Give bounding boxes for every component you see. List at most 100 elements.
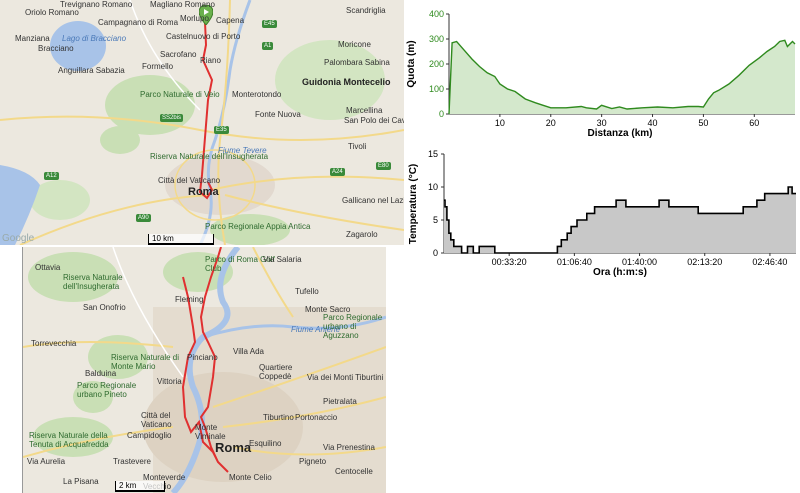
map-scale: 2 km (115, 481, 165, 492)
place-label: Anguillara Sabazia (58, 66, 125, 75)
x-tick-label: 40 (648, 118, 658, 128)
place-label: Torrevecchia (31, 339, 77, 348)
place-label: Gallicano nel Lazio (342, 196, 404, 205)
road-label: Via Aurelia (27, 457, 66, 466)
road-shield: A1 (262, 42, 274, 50)
y-tick-label: 400 (429, 9, 444, 19)
google-logo: Google (2, 233, 35, 244)
temperature-line (444, 186, 796, 254)
place-label: Pigneto (299, 457, 327, 466)
route-overview-map[interactable]: Trevignano Romano Magliano Romano Oriolo… (0, 0, 404, 245)
place-label: Pietralata (323, 397, 357, 406)
map-scale: 10 km (148, 234, 214, 245)
place-label: Oriolo Romano (25, 8, 79, 17)
park-label: Parco Regionale urbano Pineto (77, 381, 137, 399)
y-tick-label: 300 (429, 34, 444, 44)
place-label: Villa Ada (233, 347, 264, 356)
place-label: Trastevere (113, 457, 151, 466)
place-label: Capena (216, 16, 245, 25)
place-label: Fonte Nuova (255, 110, 301, 119)
place-label: Formello (142, 62, 174, 71)
park-label: Riserva Naturale dell'Insugherata (63, 273, 123, 291)
route-detail-map[interactable]: Ottavia Riserva Naturale dell'Insugherat… (22, 247, 386, 493)
x-tick-label: 02:46:40 (752, 257, 787, 267)
place-label: Zagarolo (346, 230, 378, 239)
x-tick-label: 50 (698, 118, 708, 128)
park-label: Parco di Roma Golf Club (205, 255, 275, 273)
place-label: Campidoglio (127, 431, 172, 440)
y-tick-label: 100 (429, 84, 444, 94)
place-label: Portonaccio (295, 413, 338, 422)
road-label: Via dei Monti Tiburtini (307, 373, 384, 382)
road-shield: SS2bis (160, 114, 184, 122)
x-tick-label: 10 (495, 118, 505, 128)
place-label: Esquilino (249, 439, 282, 448)
y-tick-label: 200 (429, 59, 444, 69)
x-tick-label: 01:06:40 (557, 257, 592, 267)
park-label: Riserva Naturale della Tenuta di Acquafr… (29, 431, 109, 449)
start-pin-icon[interactable] (199, 5, 213, 25)
road-label: Via Salaria (263, 255, 302, 264)
road-shield: A12 (44, 172, 59, 180)
place-label: Vittoria (157, 377, 182, 386)
place-label: Palombara Sabina (324, 58, 390, 67)
place-label: Monte Sacro (305, 305, 351, 314)
x-tick-label: 60 (749, 118, 759, 128)
place-label: San Onofrio (83, 303, 126, 312)
map-terrain (23, 247, 386, 493)
x-axis-label: Distanza (km) (587, 128, 652, 139)
road-shield: E35 (214, 126, 229, 134)
elevation-line (448, 39, 796, 115)
place-label: Marcellina (346, 106, 383, 115)
place-label: Balduina (85, 369, 117, 378)
place-label: Scandriglia (346, 6, 386, 15)
map-terrain (0, 0, 404, 245)
y-tick-label: 0 (433, 248, 438, 258)
place-label: Tufello (295, 287, 319, 296)
river-label: Fiume Tevere (218, 146, 267, 155)
x-tick-label: 20 (546, 118, 556, 128)
place-label: Fleming (175, 295, 204, 304)
place-label: Monte Celio (229, 473, 272, 482)
elevation-area (449, 40, 795, 114)
place-label: Quartiere Coppedè (259, 363, 293, 381)
place-label: Riano (200, 56, 221, 65)
place-label: Magliano Romano (150, 0, 215, 9)
place-label: Ottavia (35, 263, 61, 272)
city-label: Roma (188, 186, 219, 198)
place-label: Città del Vaticano (158, 176, 221, 185)
y-tick-label: 10 (428, 182, 438, 192)
park-label: Riserva Naturale dell'Insugherata (150, 152, 269, 161)
y-axis-label: Temperatura (°C) (408, 164, 419, 245)
road-shield: E45 (262, 20, 277, 28)
road-shield: A24 (330, 168, 345, 176)
place-label: Guidonia Montecelio (302, 77, 391, 87)
lake-label: Lago di Bracciano (62, 34, 127, 43)
place-label: Bracciano (38, 44, 74, 53)
y-axis-label: Quota (m) (406, 40, 417, 87)
y-tick-label: 5 (433, 215, 438, 225)
place-label: Moricone (338, 40, 371, 49)
road-shield: E80 (376, 162, 391, 170)
y-tick-label: 15 (428, 149, 438, 159)
place-label: La Pisana (63, 477, 99, 486)
place-label: Tiburtino (263, 413, 294, 422)
place-label: Tivoli (348, 142, 367, 151)
place-label: Sacrofano (160, 50, 197, 59)
route-line (198, 21, 214, 200)
place-label: Centocelle (335, 467, 373, 476)
place-label: Monte Viminale (195, 423, 226, 441)
route-line (181, 247, 229, 473)
place-label: San Polo dei Cavalieri (344, 116, 404, 125)
place-label: Castelnuovo di Porto (166, 32, 241, 41)
city-label: Roma (215, 440, 252, 455)
temperature-chart: 0 5 10 15 00:33:20 01:06:40 01:40:00 02:13:20 02… (408, 149, 796, 278)
place-label: Campagnano di Roma (98, 18, 179, 27)
place-label: Manziana (15, 34, 50, 43)
place-label: Città del Vaticano (141, 411, 172, 429)
y-tick-label: 0 (439, 109, 444, 119)
place-label: Morlupo (180, 14, 209, 23)
road-label: Via Prenestina (323, 443, 375, 452)
place-label: Pinciano (187, 353, 218, 362)
